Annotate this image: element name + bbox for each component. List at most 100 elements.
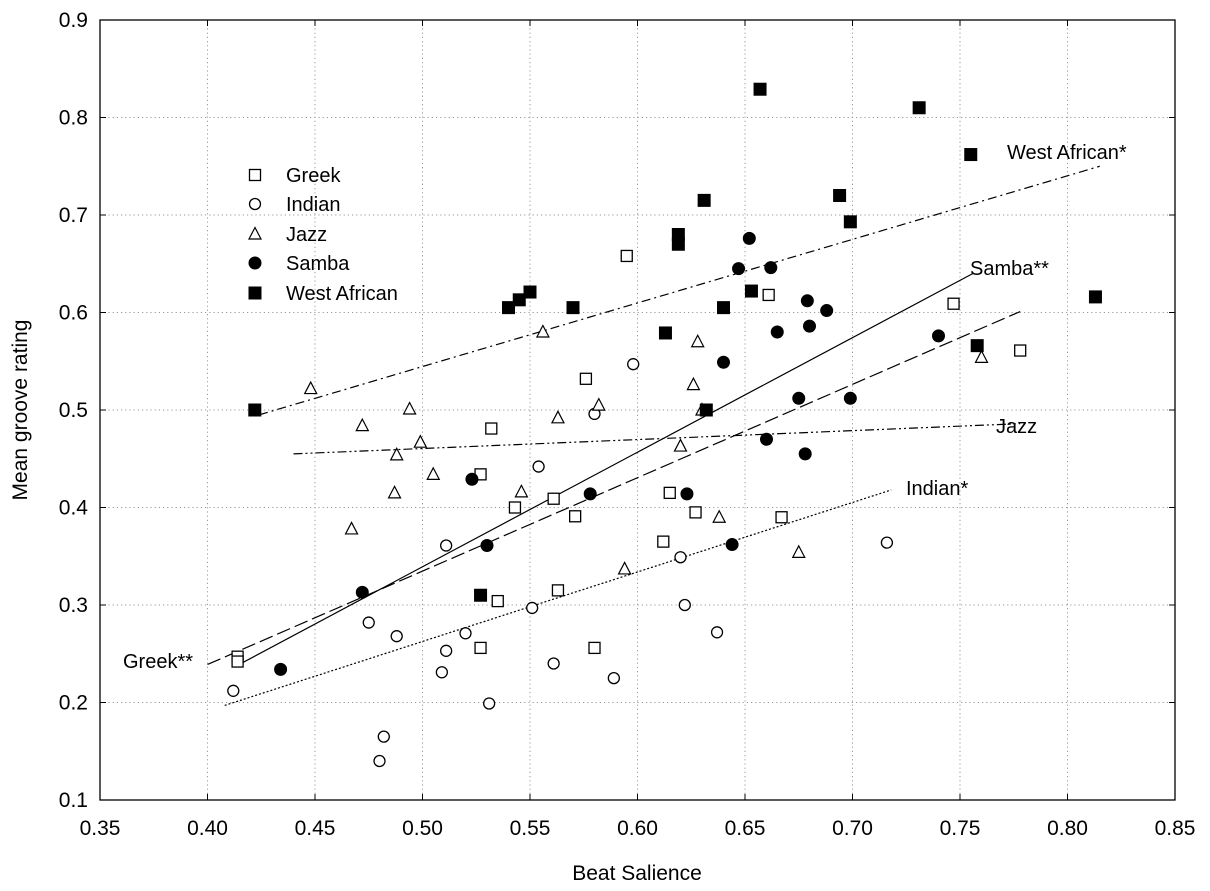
data-point-samba <box>742 231 756 245</box>
data-point-greek <box>231 655 244 668</box>
legend-label-indian: Indian <box>286 194 341 216</box>
y-tick-label: 0.8 <box>59 107 88 130</box>
data-point-west-african <box>744 284 758 298</box>
legend-marker-jazz <box>248 226 262 240</box>
data-point-layer <box>227 82 1102 768</box>
data-point-samba <box>583 487 597 501</box>
data-point-indian <box>439 539 453 552</box>
regression-line-jazz <box>293 423 1021 455</box>
data-point-indian <box>532 460 545 473</box>
legend: Greek Indian Jazz Samba West African <box>248 165 398 305</box>
data-point-greek <box>775 511 788 524</box>
data-point-jazz <box>550 410 565 424</box>
data-point-jazz <box>514 484 529 498</box>
data-point-greek <box>485 422 498 435</box>
data-point-indian <box>880 536 894 549</box>
legend-label-west-african: West African <box>286 283 398 305</box>
data-point-west-african <box>671 237 685 251</box>
data-point-samba <box>803 319 816 333</box>
data-point-indian <box>607 671 620 685</box>
legend-label-greek: Greek <box>286 165 341 187</box>
data-point-samba <box>843 391 857 405</box>
data-point-west-african <box>833 189 847 202</box>
data-point-west-african <box>523 285 537 299</box>
data-point-samba <box>680 487 694 501</box>
data-point-greek <box>663 486 676 500</box>
data-point-jazz <box>426 466 441 480</box>
data-point-jazz <box>712 509 727 523</box>
data-point-indian <box>435 666 449 679</box>
data-point-indian <box>439 644 453 657</box>
data-point-samba <box>274 662 288 676</box>
data-point-samba <box>932 329 945 343</box>
data-point-samba <box>770 325 784 339</box>
legend-marker-indian <box>248 197 262 211</box>
data-point-samba <box>800 294 814 308</box>
data-point-greek <box>474 641 487 655</box>
data-point-greek <box>491 594 504 608</box>
data-point-jazz <box>355 417 370 432</box>
x-tick-label: 0.80 <box>1047 817 1088 840</box>
tick-layer: 0.35 0.40 0.45 0.50 0.55 0.60 0.65 0.70 0.75 0.80… <box>59 9 1196 840</box>
data-point-west-african <box>1088 290 1102 304</box>
x-tick-label: 0.50 <box>402 817 443 840</box>
data-point-west-african <box>843 215 857 229</box>
data-point-west-african <box>753 82 767 96</box>
data-point-greek <box>569 510 582 523</box>
data-point-samba <box>760 432 773 446</box>
data-point-greek <box>1014 344 1027 357</box>
data-point-jazz <box>413 434 428 448</box>
x-tick-label: 0.45 <box>295 817 336 840</box>
data-point-west-african <box>970 339 984 353</box>
data-point-greek <box>579 372 593 385</box>
legend-label-jazz: Jazz <box>286 224 327 246</box>
x-tick-label: 0.60 <box>617 817 658 840</box>
regression-line-layer <box>207 165 1100 706</box>
data-point-indian <box>390 630 403 643</box>
y-tick-label: 0.1 <box>59 789 88 812</box>
data-point-samba <box>820 304 834 318</box>
legend-marker-greek <box>248 168 262 182</box>
data-point-jazz <box>791 544 806 558</box>
data-point-indian <box>377 730 390 743</box>
data-point-samba <box>725 538 739 552</box>
data-point-west-african <box>474 588 488 602</box>
y-tick-label: 0.6 <box>59 302 88 325</box>
data-point-jazz <box>686 376 701 391</box>
line-label-indian: Indian* <box>906 478 968 500</box>
x-tick-label: 0.40 <box>187 817 228 840</box>
x-tick-label: 0.85 <box>1155 817 1196 840</box>
data-point-samba <box>465 472 479 486</box>
data-point-indian <box>678 598 691 612</box>
x-tick-label: 0.75 <box>940 817 981 840</box>
data-point-greek <box>689 506 702 519</box>
data-point-jazz <box>535 324 550 338</box>
data-point-jazz <box>402 401 417 415</box>
data-point-greek <box>551 584 565 597</box>
data-point-jazz <box>389 447 404 461</box>
data-point-west-african <box>699 403 713 417</box>
x-axis-title: Beat Salience <box>572 862 702 885</box>
data-point-indian <box>482 697 496 710</box>
data-point-samba <box>798 447 812 461</box>
data-point-greek <box>547 492 560 505</box>
y-tick-label: 0.4 <box>59 497 89 520</box>
data-point-greek <box>657 535 670 548</box>
regression-line-indian <box>224 489 892 706</box>
x-tick-label: 0.70 <box>832 817 873 840</box>
data-point-west-african <box>964 148 978 162</box>
data-point-west-african <box>248 403 262 417</box>
regression-line-samba <box>235 272 974 667</box>
y-tick-label: 0.2 <box>59 692 88 715</box>
data-point-indian <box>362 616 375 629</box>
y-tick-label: 0.3 <box>59 594 88 617</box>
data-point-jazz <box>303 380 318 395</box>
data-point-greek <box>588 641 601 655</box>
data-point-samba <box>764 261 778 275</box>
legend-marker-west-african <box>248 286 262 300</box>
data-point-greek <box>762 288 775 302</box>
regression-label-layer: West African* Samba** Greek** Jazz India… <box>123 142 1127 673</box>
data-point-west-african <box>566 301 580 315</box>
data-point-west-african <box>912 101 926 115</box>
